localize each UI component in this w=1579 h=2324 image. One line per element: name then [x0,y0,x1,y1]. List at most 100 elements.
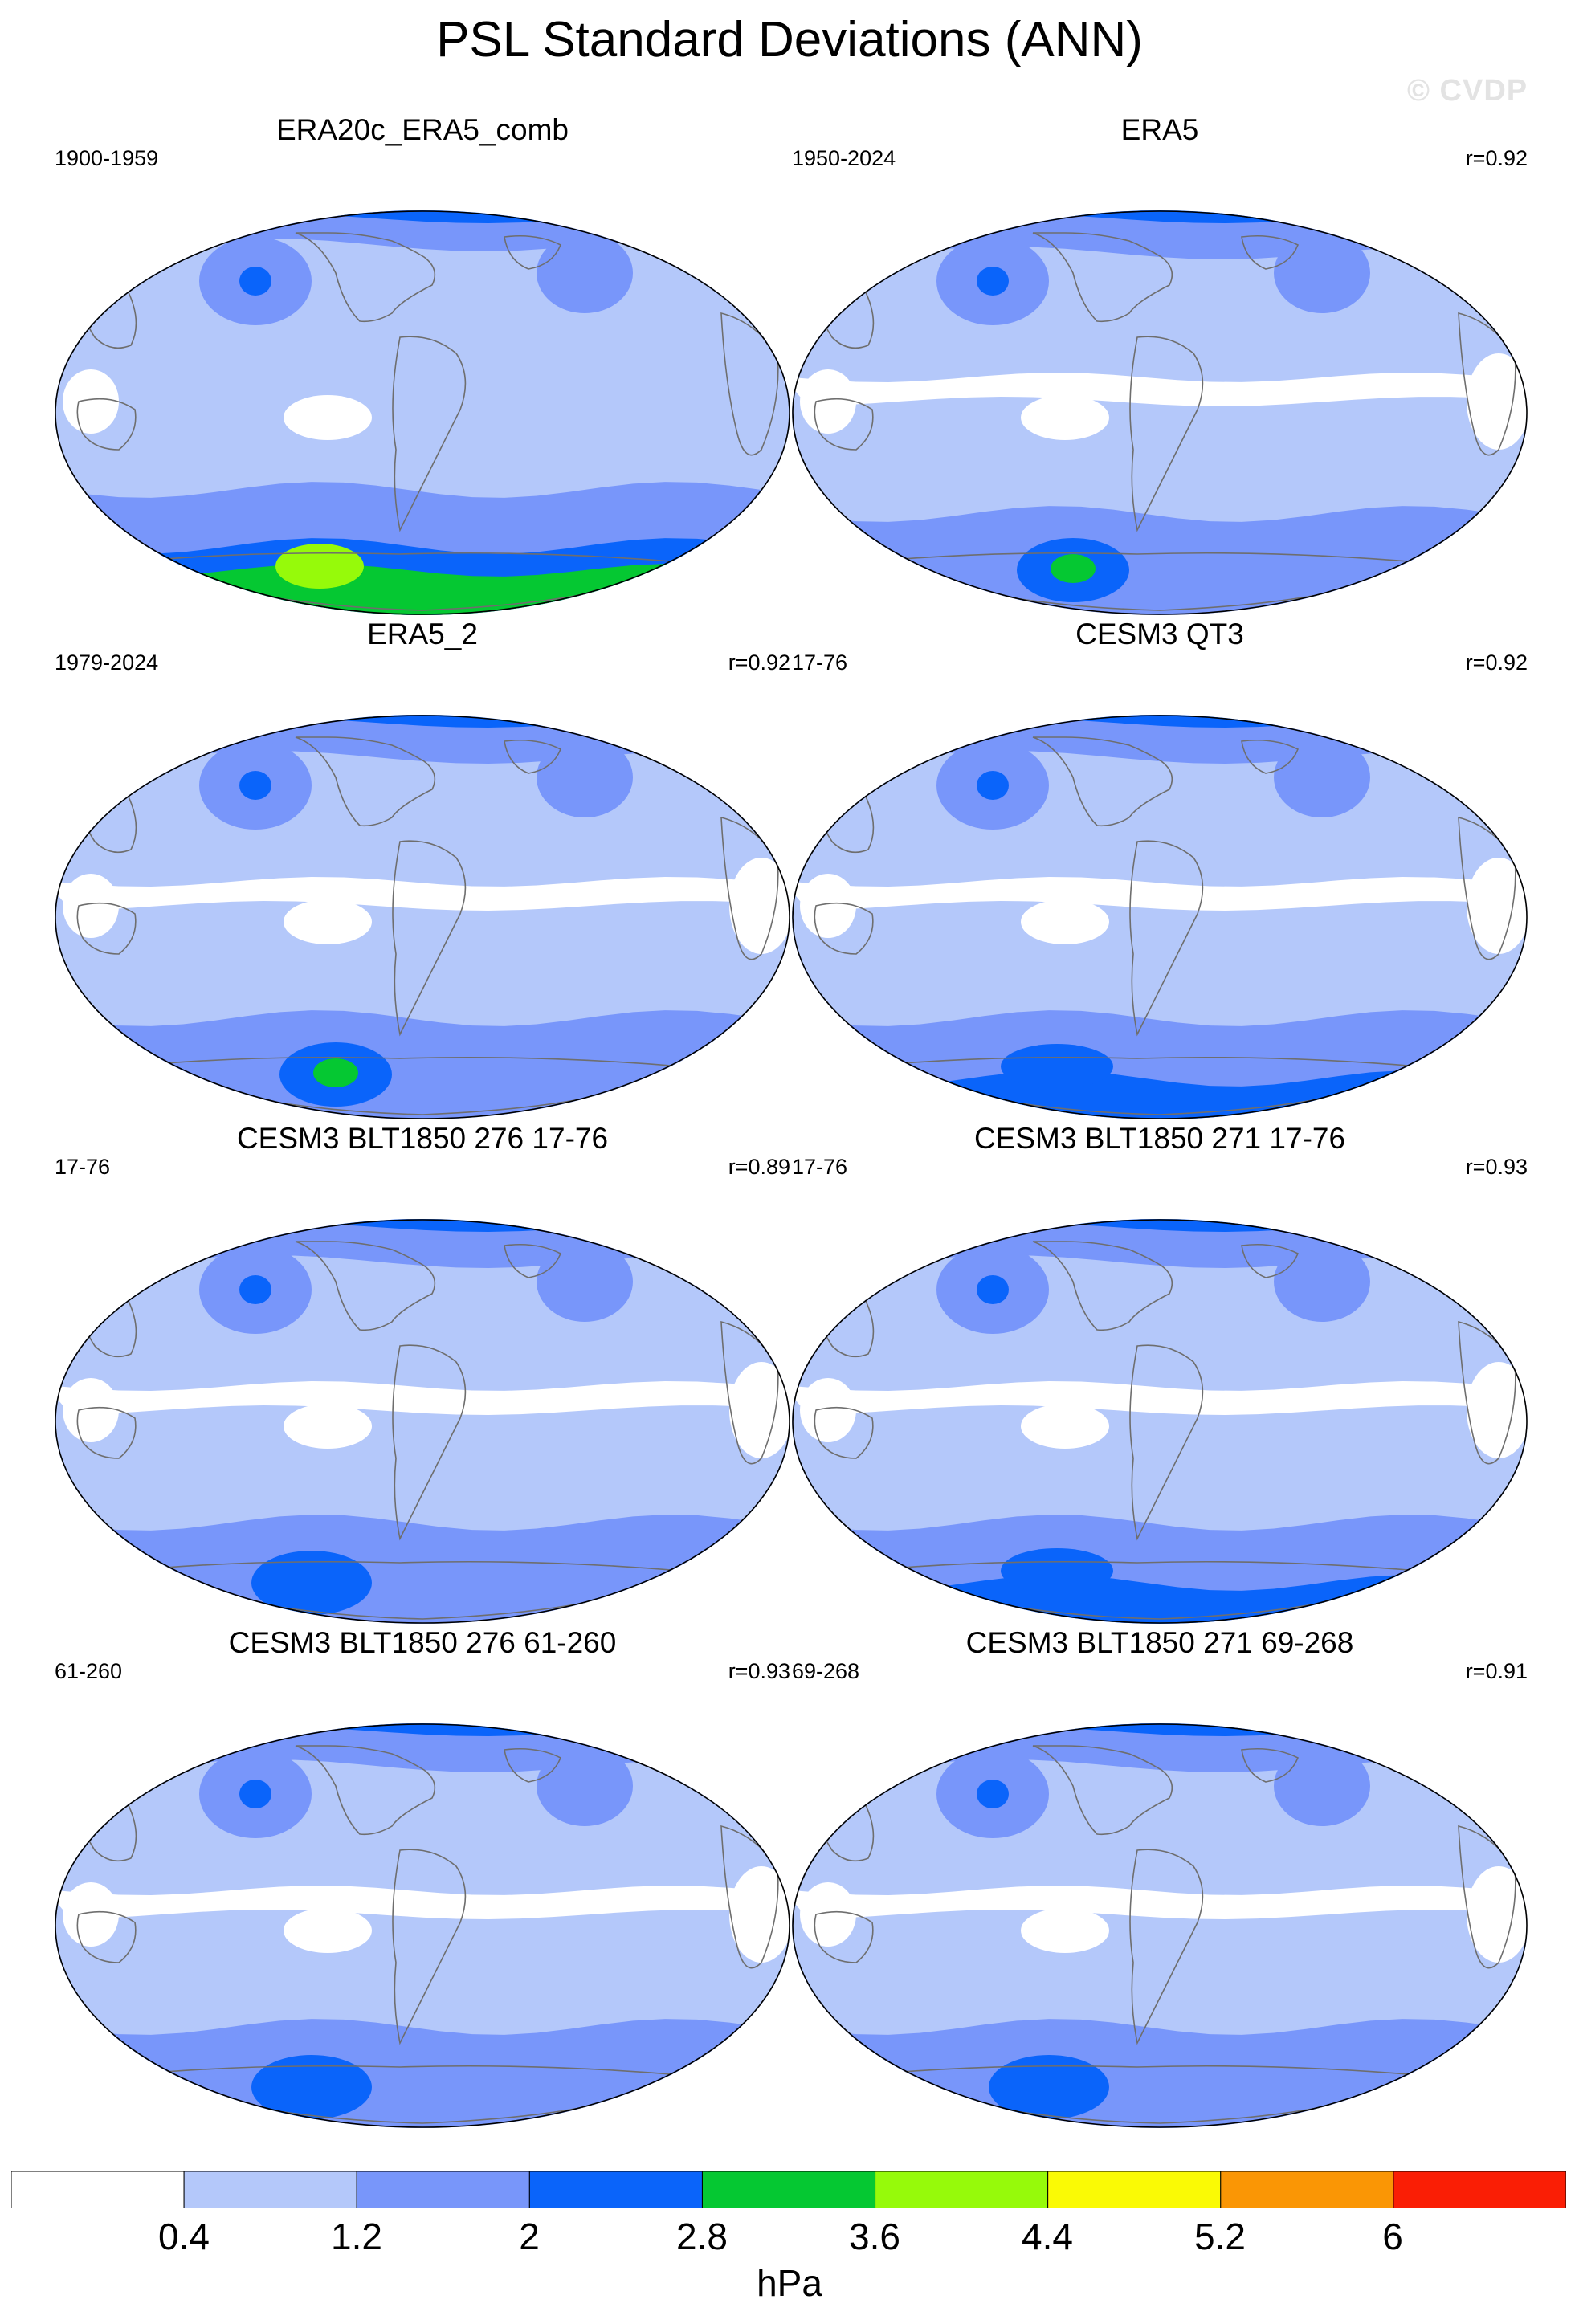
contour-level-below-0.4 [55,877,790,911]
contour-level-2 [977,267,1009,296]
contour-level-1.2 [55,210,790,251]
robinson-map [792,210,1528,615]
colorbar-box [356,2171,530,2208]
map-panel-blt1850-271-69-268: CESM3 BLT1850 271 69-268 69-268 r=0.91 [792,1625,1528,2133]
robinson-map [55,715,790,1119]
contour-level-2 [239,1275,271,1304]
panel-title: ERA5 [1120,113,1199,146]
contour-level-below-0.4 [1021,899,1109,944]
coastline [392,840,467,1037]
contour-level-1.2 [537,233,633,313]
panel-years: 17-76 [792,1155,848,1179]
contour-level-2.8 [313,1058,358,1087]
panel-correlation: r=0.91 [1465,1659,1528,1683]
panel-title: CESM3 BLT1850 276 17-76 [236,1122,609,1155]
map-frame [792,1219,1528,1624]
coastline [76,1910,137,1963]
colorbar-tick-label: 6 [1382,2216,1403,2257]
panel-years: 17-76 [55,1155,111,1179]
contour-level-2 [792,1723,1528,1736]
map-panel-era5-2: ERA5_2 1979-2024 r=0.92 [55,617,790,1124]
coastline [1129,336,1204,532]
map-frame [55,1219,790,1624]
contour-level-2 [977,1275,1009,1304]
panel-years: 69-268 [792,1659,860,1683]
contour-level-1.2 [1274,737,1370,817]
panel-correlation: r=0.93 [1465,1155,1528,1179]
colorbar-box [528,2171,703,2208]
contour-level-below-0.4 [1021,1908,1109,1953]
contour-level-1.2 [55,1010,790,1119]
panel-title: CESM3 QT3 [1075,618,1244,650]
coastline [1129,1344,1204,1541]
map-panel-era5: ERA5 1950-2024 r=0.92 [792,112,1528,620]
coastline [1032,232,1173,323]
coastline [1032,1241,1173,1331]
colorbar-box [875,2171,1049,2208]
coastline [295,1241,436,1331]
contour-level-1.2 [55,1515,790,1624]
contour-fields [792,715,1528,1119]
map-frame [55,715,790,1119]
colorbar-tick-label: 3.6 [849,2216,900,2257]
coastline [76,902,137,955]
contour-level-below-0.4 [284,899,372,944]
contour-level-below-0.4 [1021,395,1109,440]
contour-level-2 [55,210,790,223]
coastline [814,1406,874,1459]
panel-years: 61-260 [55,1659,123,1683]
contour-level-2 [977,1780,1009,1808]
contour-level-2 [55,1723,790,1736]
coastline [1241,739,1300,774]
robinson-map [55,210,790,615]
robinson-map [792,1219,1528,1624]
contour-level-2 [1001,1548,1113,1593]
panel-title: ERA20c_ERA5_comb [275,113,569,146]
colorbar-box [11,2171,185,2208]
coastline [392,1849,467,2045]
contour-level-3.6 [275,544,364,589]
panel-years: 1950-2024 [792,146,896,170]
colorbar [11,2171,1566,2208]
coastline [1458,1825,1516,1969]
colorbar-box [183,2171,357,2208]
coastlines [70,736,779,1115]
coastline [720,312,779,456]
map-frame [55,1723,790,2128]
contour-level-2 [55,715,790,728]
contour-level-2 [977,771,1009,800]
coastline [1241,1747,1300,1783]
map-frame [792,210,1528,615]
colorbar-tick-label: 0.4 [158,2216,210,2257]
coastline [295,232,436,323]
contour-level-below-0.4 [284,1404,372,1449]
panel-title: ERA5_2 [367,618,478,650]
colorbar-tick-label: 4.4 [1022,2216,1073,2257]
coastline [720,1825,779,1969]
coastline [1129,1849,1204,2045]
coastline [814,902,874,955]
coastline [295,1745,436,1836]
panel-correlation: r=0.92 [1465,146,1528,170]
colorbar-tick-label: 2.8 [676,2216,728,2257]
panel-correlation: r=0.92 [728,650,790,675]
contour-level-2.8 [1051,554,1096,583]
coastline [1458,312,1516,456]
contour-level-2.8 [55,564,790,615]
colorbar-box [701,2171,876,2208]
contour-level-below-0.4 [792,373,1528,406]
contour-level-below-0.4 [792,1381,1528,1415]
coastline [504,739,562,774]
contour-level-2 [792,1219,1528,1232]
coastline [295,736,436,827]
panel-correlation: r=0.89 [728,1155,790,1179]
coastline [720,816,779,960]
contour-level-below-0.4 [55,1381,790,1415]
contour-level-below-0.4 [1021,1404,1109,1449]
contour-level-2 [251,2055,372,2119]
contour-level-1.2 [1274,233,1370,313]
coastline [392,336,467,532]
contour-level-2 [239,267,271,296]
contour-level-below-0.4 [792,1886,1528,1919]
colorbar-tick-label: 1.2 [331,2216,382,2257]
